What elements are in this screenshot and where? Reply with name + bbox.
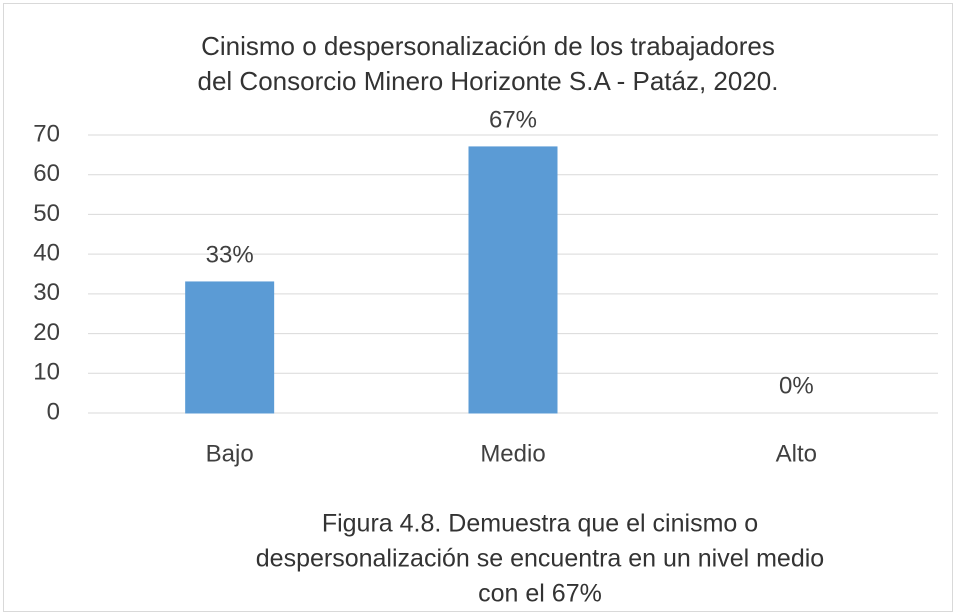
- y-tick-label: 10: [33, 359, 60, 386]
- y-tick-label: 70: [33, 120, 60, 147]
- chart-title: Cinismo o despersonalización de los trab…: [201, 31, 775, 61]
- caption: Figura 4.8. Demuestra que el cinismo o: [322, 510, 758, 538]
- y-tick-label: 50: [33, 200, 60, 227]
- caption: con el 67%: [478, 580, 602, 608]
- y-tick-label: 0: [47, 398, 60, 425]
- chart-title: del Consorcio Minero Horizonte S.A - Pat…: [198, 66, 779, 96]
- bar: [185, 281, 275, 414]
- data-label: 0%: [779, 372, 814, 399]
- data-label: 67%: [489, 106, 537, 133]
- bar: [468, 146, 558, 414]
- y-tick-label: 30: [33, 279, 60, 306]
- data-label: 33%: [206, 241, 254, 268]
- x-tick-label: Medio: [480, 440, 545, 467]
- y-tick-label: 40: [33, 239, 60, 266]
- x-tick-label: Bajo: [206, 440, 254, 467]
- caption: despersonalización se encuentra en un ni…: [256, 545, 824, 573]
- y-tick-label: 20: [33, 319, 60, 346]
- y-tick-label: 60: [33, 160, 60, 187]
- x-tick-label: Alto: [776, 440, 817, 467]
